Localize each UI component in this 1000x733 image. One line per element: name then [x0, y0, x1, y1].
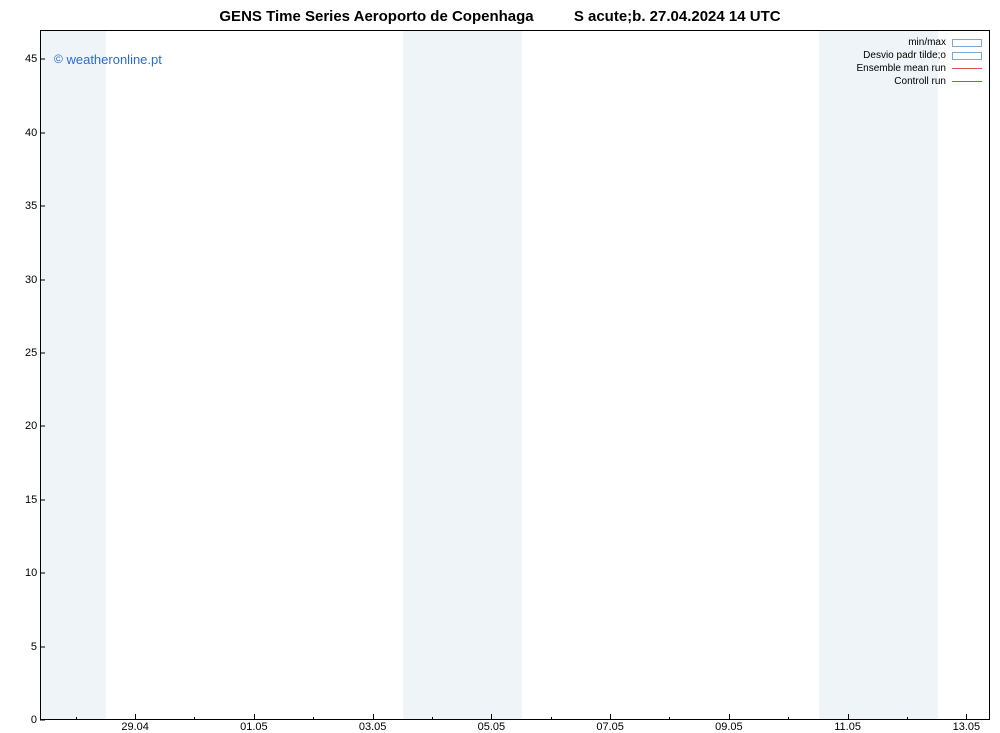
y-tick-label: 35: [25, 200, 37, 212]
y-tick-mark: [40, 573, 45, 574]
x-tick-minor: [551, 717, 552, 720]
x-tick-minor: [669, 717, 670, 720]
weekend-band: [41, 31, 106, 719]
legend-line: [952, 68, 982, 69]
x-tick-mark: [848, 714, 849, 720]
y-tick-mark: [40, 426, 45, 427]
title-series: GENS Time Series Aeroporto de Copenhaga: [219, 8, 533, 25]
y-tick-label: 45: [25, 53, 37, 65]
y-tick-mark: [40, 720, 45, 721]
x-tick-mark: [491, 714, 492, 720]
legend-line: [952, 81, 982, 82]
y-tick-label: 5: [25, 641, 37, 653]
copyright-icon: ©: [54, 52, 63, 66]
legend-item: Desvio padr tilde;o: [857, 49, 983, 62]
x-tick-label: 11.05: [834, 721, 861, 733]
x-tick-label: 13.05: [953, 721, 981, 733]
precipitation-chart: GENS Time Series Aeroporto de Copenhaga …: [0, 0, 1000, 733]
legend-label: Controll run: [894, 76, 946, 87]
y-tick-label: 15: [25, 494, 37, 506]
x-tick-mark: [135, 714, 136, 720]
y-tick-mark: [40, 59, 45, 60]
x-tick-label: 05.05: [478, 721, 506, 733]
x-tick-minor: [313, 717, 314, 720]
plot-area: [40, 30, 990, 720]
x-tick-label: 01.05: [240, 721, 268, 733]
y-tick-label: 40: [25, 127, 37, 139]
x-tick-label: 29.04: [121, 721, 149, 733]
x-tick-minor: [194, 717, 195, 720]
legend-swatch: [952, 52, 982, 60]
x-tick-mark: [254, 714, 255, 720]
weekend-band: [403, 31, 522, 719]
legend-item: Controll run: [857, 75, 983, 88]
x-tick-minor: [76, 717, 77, 720]
watermark-text: weatheronline.pt: [66, 52, 161, 67]
x-tick-label: 07.05: [596, 721, 624, 733]
y-tick-label: 10: [25, 567, 37, 579]
y-tick-mark: [40, 646, 45, 647]
x-tick-label: 03.05: [359, 721, 387, 733]
x-tick-minor: [432, 717, 433, 720]
x-tick-minor: [907, 717, 908, 720]
legend-item: Ensemble mean run: [857, 62, 983, 75]
y-tick-label: 20: [25, 420, 37, 432]
x-tick-mark: [729, 714, 730, 720]
x-tick-mark: [373, 714, 374, 720]
legend-label: Ensemble mean run: [857, 63, 947, 74]
y-tick-label: 25: [25, 347, 37, 359]
x-tick-mark: [610, 714, 611, 720]
y-tick-label: 0: [25, 714, 37, 726]
legend-swatch: [952, 39, 982, 47]
weekend-band: [819, 31, 938, 719]
y-tick-mark: [40, 206, 45, 207]
y-tick-mark: [40, 499, 45, 500]
y-tick-mark: [40, 279, 45, 280]
title-datetime: S acute;b. 27.04.2024 14 UTC: [574, 8, 781, 25]
y-tick-mark: [40, 132, 45, 133]
x-tick-mark: [966, 714, 967, 720]
watermark: © weatheronline.pt: [54, 52, 162, 67]
legend-label: Desvio padr tilde;o: [863, 50, 946, 61]
legend-label: min/max: [908, 37, 946, 48]
y-tick-mark: [40, 352, 45, 353]
legend-item: min/max: [857, 36, 983, 49]
x-tick-label: 09.05: [715, 721, 743, 733]
x-tick-minor: [788, 717, 789, 720]
chart-title: GENS Time Series Aeroporto de Copenhaga …: [0, 8, 1000, 25]
legend: min/max Desvio padr tilde;o Ensemble mean …: [857, 36, 983, 88]
y-tick-label: 30: [25, 274, 37, 286]
